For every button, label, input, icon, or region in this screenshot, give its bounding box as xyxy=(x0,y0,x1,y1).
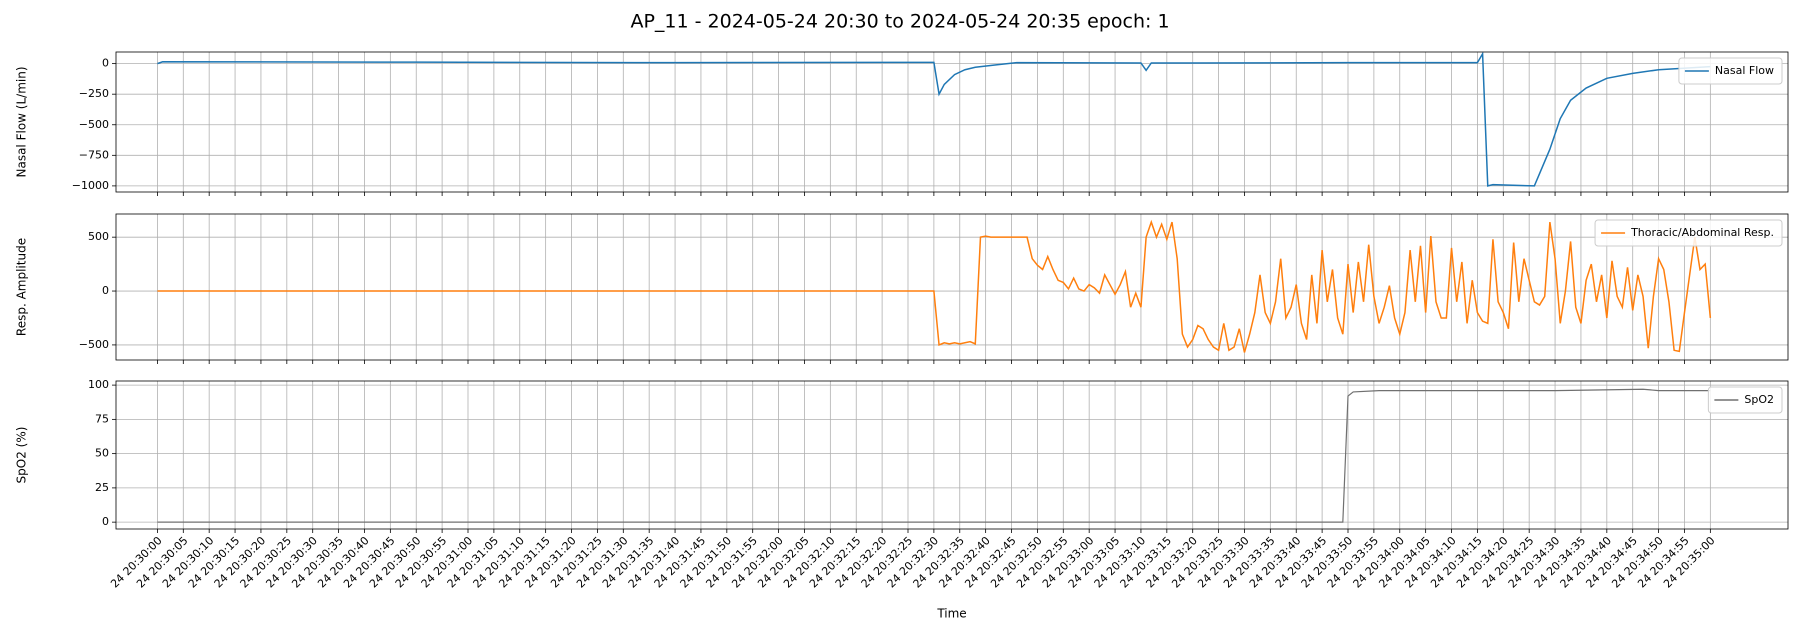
figure-title: AP_11 - 2024-05-24 20:30 to 2024-05-24 2… xyxy=(630,11,1169,33)
plot-frame xyxy=(115,213,1789,361)
legend-box xyxy=(1594,219,1783,247)
legend: SpO2 xyxy=(1707,386,1783,414)
y-tick-label: 0 xyxy=(102,284,109,297)
y-tick-label: 25 xyxy=(95,481,109,494)
plot-area xyxy=(116,52,1788,192)
y-tick-label: 50 xyxy=(95,447,109,460)
series-line xyxy=(157,219,1712,353)
y-axis-label: Nasal Flow (L/min) xyxy=(15,66,29,177)
legend-label: Nasal Flow xyxy=(1715,64,1774,77)
y-tick-label: 75 xyxy=(95,412,109,425)
legend-box xyxy=(1707,386,1783,414)
legend-label: SpO2 xyxy=(1744,393,1774,406)
y-axis-label: Resp. Amplitude xyxy=(15,238,29,336)
legend-box xyxy=(1678,57,1783,85)
legend: Thoracic/Abdominal Resp. xyxy=(1594,219,1783,247)
y-tick-label: 500 xyxy=(88,230,109,243)
x-axis-label: Time xyxy=(936,607,966,621)
y-tick-label: −500 xyxy=(79,338,109,351)
y-tick-label: 0 xyxy=(102,515,109,528)
plot-area xyxy=(116,381,1788,529)
y-tick-label: −1000 xyxy=(72,179,109,192)
plot-frame xyxy=(115,51,1789,193)
legend: Nasal Flow xyxy=(1678,57,1783,85)
y-tick-label: 0 xyxy=(102,57,109,70)
series-line xyxy=(157,388,1711,523)
legend-label: Thoracic/Abdominal Resp. xyxy=(1630,226,1774,239)
y-tick-label: 100 xyxy=(88,378,109,391)
y-tick-label: −750 xyxy=(79,148,109,161)
y-tick-label: −500 xyxy=(79,118,109,131)
y-axis-label: SpO2 (%) xyxy=(15,427,29,484)
series-line xyxy=(157,52,1711,187)
plot-area xyxy=(116,214,1788,360)
y-tick-label: −250 xyxy=(79,87,109,100)
plot-frame xyxy=(115,380,1789,530)
